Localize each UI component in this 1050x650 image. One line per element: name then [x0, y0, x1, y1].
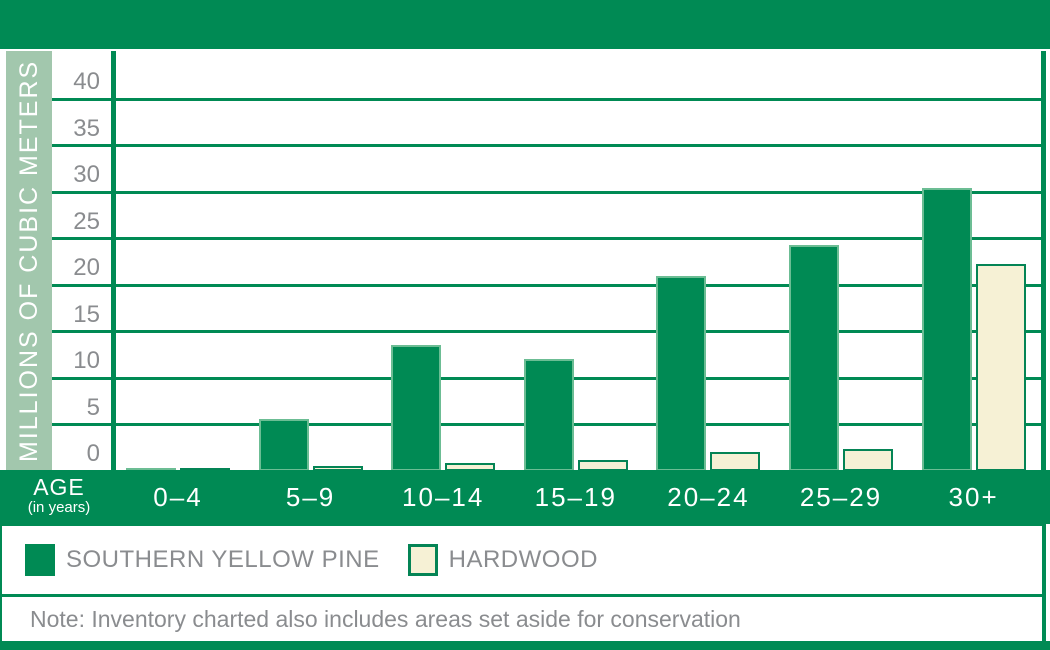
legend-swatch-pine: [25, 544, 55, 576]
header-band: [0, 0, 1050, 49]
x-axis-label: AGE: [33, 474, 85, 500]
y-tick-label: 15: [73, 300, 100, 328]
y-tick-label: 30: [73, 161, 100, 188]
bottom-border-strip: [0, 641, 1050, 650]
plot-left-border: [111, 51, 116, 471]
y-tick-label: 5: [86, 393, 100, 421]
gridline: [52, 190, 1046, 194]
x-tick-label: 5–9: [285, 482, 336, 512]
x-axis-sublabel: (in years): [27, 499, 91, 516]
bar-southern-yellow-pine: [258, 418, 309, 471]
gridline: [52, 97, 1046, 101]
bar-hardwood: [577, 459, 628, 471]
x-axis-band: [0, 470, 1050, 524]
gridline: [52, 330, 1046, 333]
x-tick-label: 25–29: [799, 482, 883, 512]
bar-hardwood: [843, 448, 893, 471]
y-tick-label: 0: [86, 440, 100, 467]
plot-right-border: [1041, 51, 1046, 471]
bar-hardwood: [710, 452, 761, 471]
legend-label-hardwood: HARDWOOD: [448, 546, 598, 573]
bar-southern-yellow-pine: [656, 275, 707, 471]
x-tick-label: 20–24: [667, 482, 750, 512]
legend: SOUTHERN YELLOW PINE HARDWOOD: [0, 524, 1046, 594]
y-tick-label: 20: [73, 254, 100, 281]
bar-southern-yellow-pine: [391, 345, 442, 471]
gridline: [52, 237, 1046, 240]
bar-southern-yellow-pine: [523, 359, 574, 471]
bar-hardwood: [445, 462, 496, 471]
gridline: [52, 283, 1046, 287]
y-axis-title-strip: MILLIONS OF CUBIC METERS: [6, 51, 52, 470]
x-tick-label: 10–14: [402, 482, 485, 512]
legend-label-pine: SOUTHERN YELLOW PINE: [66, 546, 380, 573]
note-text: Note: Inventory charted also includes ar…: [30, 605, 741, 632]
y-tick-label: 10: [73, 347, 100, 374]
y-tick-label: 25: [73, 207, 100, 235]
x-tick-label: 0–4: [153, 482, 203, 512]
y-tick-label: 35: [73, 114, 100, 142]
note-panel: Note: Inventory charted also includes ar…: [0, 594, 1046, 641]
x-tick-label: 15–19: [534, 482, 617, 512]
bar-southern-yellow-pine: [921, 188, 972, 471]
gridline: [52, 144, 1046, 147]
bar-hardwood: [975, 263, 1026, 471]
legend-swatch-hardwood: [407, 544, 438, 576]
y-tick-label: 40: [73, 68, 100, 95]
x-tick-label: 30+: [948, 482, 999, 512]
bar-southern-yellow-pine: [789, 245, 839, 471]
